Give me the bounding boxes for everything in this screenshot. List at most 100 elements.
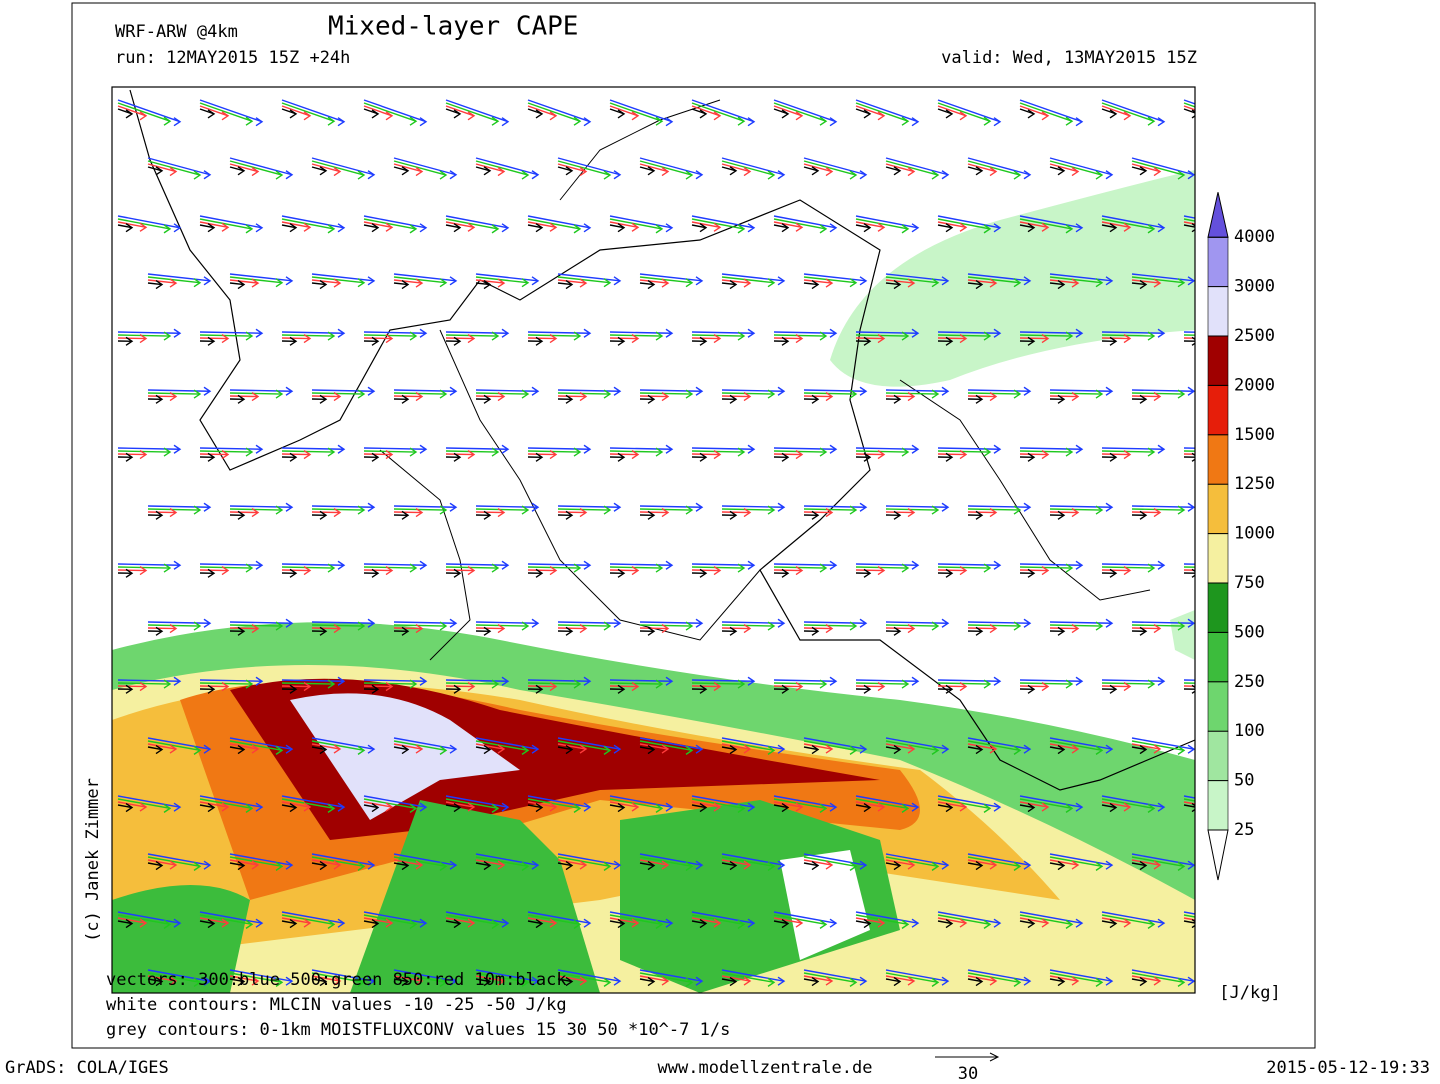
wind-vector bbox=[938, 454, 966, 455]
wind-vector-head bbox=[1270, 745, 1276, 753]
wind-vector-head bbox=[1236, 745, 1242, 753]
footer-right: 2015-05-12-19:33 bbox=[1266, 1058, 1430, 1078]
wind-vector bbox=[804, 396, 832, 397]
wind-vector-head bbox=[1240, 445, 1246, 453]
wind-vector bbox=[230, 512, 258, 513]
wind-vector bbox=[282, 686, 310, 687]
wind-vector bbox=[148, 628, 176, 629]
wind-vector bbox=[558, 512, 586, 513]
wind-vector bbox=[148, 396, 176, 397]
wind-vector-head bbox=[1230, 117, 1236, 125]
wind-vector-head bbox=[1240, 919, 1246, 927]
unit-label: [J/kg] bbox=[1219, 983, 1280, 1003]
wind-vector-head bbox=[1240, 561, 1246, 569]
colorbar: 2550100250500750100012501500200025003000… bbox=[1208, 192, 1275, 880]
wind-vector bbox=[692, 686, 720, 687]
wind-vector bbox=[774, 570, 802, 571]
colorbar-box bbox=[1208, 484, 1228, 533]
colorbar-end bbox=[1208, 192, 1228, 237]
model-label: WRF-ARW @4km bbox=[115, 22, 238, 42]
note: grey contours: 0-1km MOISTFLUXCONV value… bbox=[106, 1020, 730, 1040]
wind-vector bbox=[1214, 161, 1266, 175]
wind-vector bbox=[528, 570, 556, 571]
wind-vector bbox=[968, 628, 996, 629]
wind-vector bbox=[558, 628, 586, 629]
wind-vector bbox=[1020, 338, 1048, 339]
colorbar-box bbox=[1208, 731, 1228, 780]
wind-vector bbox=[640, 512, 668, 513]
colorbar-label: 750 bbox=[1234, 573, 1265, 593]
wind-vector bbox=[856, 454, 884, 455]
title: Mixed-layer CAPE bbox=[328, 12, 578, 42]
colorbar-label: 50 bbox=[1234, 771, 1254, 791]
wind-vector bbox=[118, 338, 146, 339]
colorbar-label: 2000 bbox=[1234, 375, 1275, 395]
wind-vector bbox=[364, 686, 392, 687]
wind-vector bbox=[446, 338, 474, 339]
colorbar-box bbox=[1208, 237, 1228, 286]
wind-vector bbox=[1050, 628, 1078, 629]
wind-vector bbox=[1214, 158, 1276, 175]
wind-vector bbox=[118, 686, 146, 687]
colorbar-label: 1000 bbox=[1234, 524, 1275, 544]
wind-vector bbox=[282, 570, 310, 571]
wind-vector bbox=[804, 512, 832, 513]
wind-vector bbox=[886, 512, 914, 513]
wind-vector bbox=[200, 454, 228, 455]
colorbar-label: 2500 bbox=[1234, 326, 1275, 346]
wind-vector bbox=[640, 396, 668, 397]
colorbar-box bbox=[1208, 435, 1228, 484]
valid-label: valid: Wed, 13MAY2015 15Z bbox=[941, 48, 1197, 68]
wind-vector bbox=[446, 686, 474, 687]
wind-vector bbox=[610, 454, 638, 455]
wind-vector bbox=[364, 454, 392, 455]
copyright: (c) Janek Zimmer bbox=[83, 778, 103, 942]
wind-vector bbox=[610, 338, 638, 339]
wind-vector-head bbox=[1230, 564, 1236, 572]
wind-vector bbox=[1020, 454, 1048, 455]
wind-vector bbox=[118, 454, 146, 455]
wind-vector bbox=[1132, 512, 1160, 513]
wind-vector bbox=[528, 338, 556, 339]
wind-vector bbox=[938, 570, 966, 571]
wind-vector bbox=[1132, 396, 1160, 397]
wind-vector-head bbox=[1270, 861, 1276, 869]
wind-vector bbox=[476, 628, 504, 629]
wind-vector bbox=[446, 454, 474, 455]
wind-vector-head bbox=[1230, 448, 1236, 456]
wind-vector-head bbox=[1260, 506, 1266, 514]
wind-vector bbox=[968, 512, 996, 513]
colorbar-box bbox=[1208, 583, 1228, 632]
wind-vector bbox=[528, 454, 556, 455]
wind-vector bbox=[1050, 396, 1078, 397]
wind-vector bbox=[774, 686, 802, 687]
colorbar-label: 100 bbox=[1234, 721, 1265, 741]
wind-vector bbox=[1214, 970, 1276, 981]
wind-vector bbox=[886, 396, 914, 397]
wind-vector bbox=[312, 396, 340, 397]
wind-vector bbox=[282, 338, 310, 339]
wind-vector-head bbox=[1236, 168, 1242, 176]
wind-vector bbox=[528, 686, 556, 687]
wind-vector bbox=[200, 686, 228, 687]
wind-vector bbox=[200, 338, 228, 339]
wind-vector-head bbox=[1270, 503, 1276, 511]
colorbar-box bbox=[1208, 534, 1228, 583]
wind-vector bbox=[938, 338, 966, 339]
wind-vector bbox=[722, 396, 750, 397]
wind-vector bbox=[1050, 512, 1078, 513]
wind-vector bbox=[692, 454, 720, 455]
wind-vector bbox=[1214, 979, 1228, 982]
wind-vector bbox=[148, 512, 176, 513]
colorbar-box bbox=[1208, 336, 1228, 385]
colorbar-label: 25 bbox=[1234, 820, 1254, 840]
wind-vector bbox=[856, 570, 884, 571]
wind-vector bbox=[394, 396, 422, 397]
wind-vector bbox=[1102, 570, 1130, 571]
wind-vector bbox=[1132, 628, 1160, 629]
scale-label: 30 bbox=[958, 1064, 978, 1080]
wind-vector bbox=[312, 628, 340, 629]
footer-left: GrADS: COLA/IGES bbox=[5, 1058, 169, 1078]
